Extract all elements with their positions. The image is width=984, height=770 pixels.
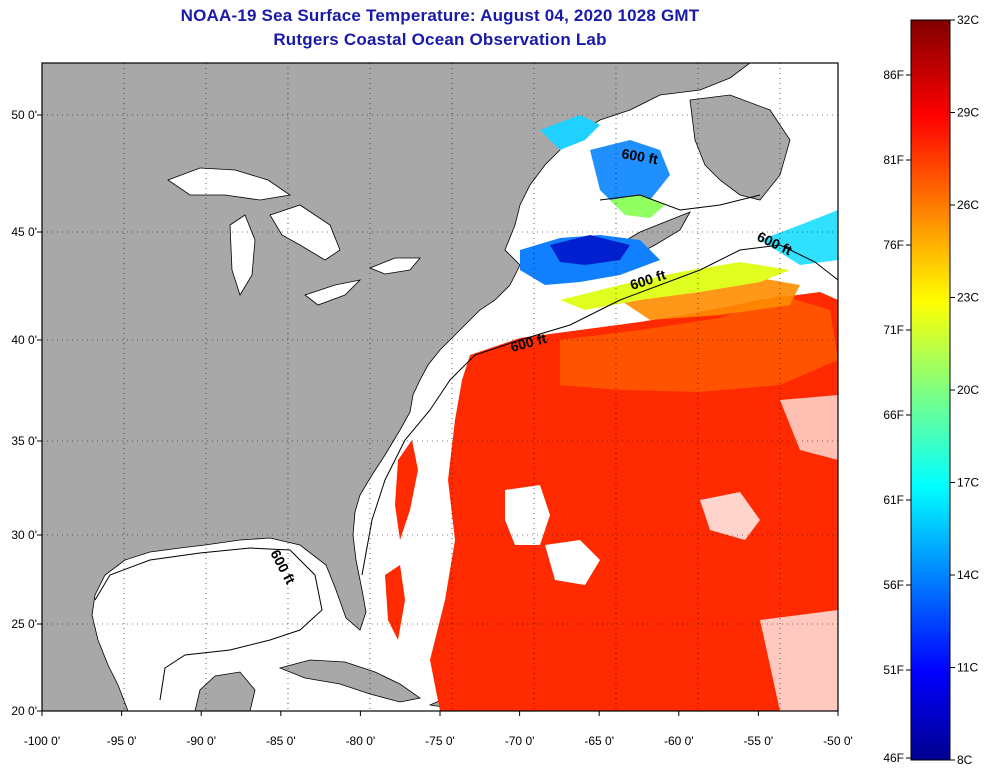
lat-tick-label: 25 0' [11, 617, 37, 631]
lat-tick-label: 40 0' [11, 333, 37, 347]
colorbar-celsius-label: 29C [957, 106, 979, 120]
sst-field [385, 115, 838, 711]
map-title: NOAA-19 Sea Surface Temperature: August … [180, 6, 700, 25]
colorbar-celsius-label: 20C [957, 383, 979, 397]
colorbar-celsius-label: 17C [957, 476, 979, 490]
lat-tick-label: 35 0' [11, 434, 37, 448]
lon-tick-label: -60 0' [664, 734, 694, 748]
lon-tick-label: -75 0' [425, 734, 455, 748]
map-subtitle: Rutgers Coastal Ocean Observation Lab [273, 30, 607, 49]
colorbar-fahrenheit-label: 46F [883, 751, 904, 765]
isobath-label-gulf-st-lawrence: 600 ft [620, 145, 659, 167]
colorbar-celsius-label: 11C [957, 661, 978, 675]
lon-tick-label: -90 0' [186, 734, 216, 748]
colorbar-celsius-label: 26C [957, 198, 979, 212]
lon-tick-label: -95 0' [107, 734, 137, 748]
lon-tick-label: -100 0' [24, 734, 60, 748]
longitude-axis: -100 0' -95 0' -90 0' -85 0' -80 0' -75 0' -70… [24, 711, 853, 748]
land-north-america [42, 63, 751, 711]
colorbar-celsius-label: 23C [957, 291, 979, 305]
colorbar-fahrenheit-label: 51F [883, 663, 904, 677]
lon-tick-label: -65 0' [584, 734, 614, 748]
colorbar-fahrenheit-label: 81F [883, 153, 904, 167]
colorbar-fahrenheit-label: 71F [883, 323, 904, 337]
colorbar-labels: 32C 29C 26C 23C 20C 17C 14C 11C 8C 86F 81F 76F 71F 66… [883, 13, 979, 767]
colorbar-celsius-label: 32C [957, 13, 979, 27]
colorbar [910, 19, 951, 761]
lon-tick-label: -55 0' [744, 734, 774, 748]
great-lakes [167, 167, 421, 306]
lon-tick-label: -80 0' [346, 734, 376, 748]
lon-tick-label: -85 0' [266, 734, 296, 748]
graticule [42, 63, 838, 711]
land-cuba [278, 659, 421, 703]
colorbar-fahrenheit-label: 86F [883, 68, 904, 82]
lat-tick-label: 45 0' [11, 225, 37, 239]
lat-tick-label: 50 0' [11, 108, 37, 122]
lon-tick-label: -50 0' [823, 734, 853, 748]
latitude-axis: 20 0' 25 0' 30 0' 35 0' 40 0' 45 0' 50 0' [11, 108, 42, 718]
isobath-600ft-lines [94, 194, 838, 701]
land-newfoundland [689, 94, 791, 201]
colorbar-fahrenheit-label: 66F [883, 408, 904, 422]
lon-tick-label: -70 0' [505, 734, 535, 748]
colorbar-fahrenheit-label: 61F [883, 493, 904, 507]
lat-tick-label: 30 0' [11, 528, 37, 542]
colorbar-fahrenheit-label: 76F [883, 238, 904, 252]
colorbar-celsius-label: 8C [957, 753, 973, 767]
lat-tick-label: 20 0' [11, 704, 37, 718]
land-yucatan [194, 671, 256, 711]
colorbar-fahrenheit-label: 56F [883, 578, 904, 592]
colorbar-celsius-label: 14C [957, 568, 979, 582]
